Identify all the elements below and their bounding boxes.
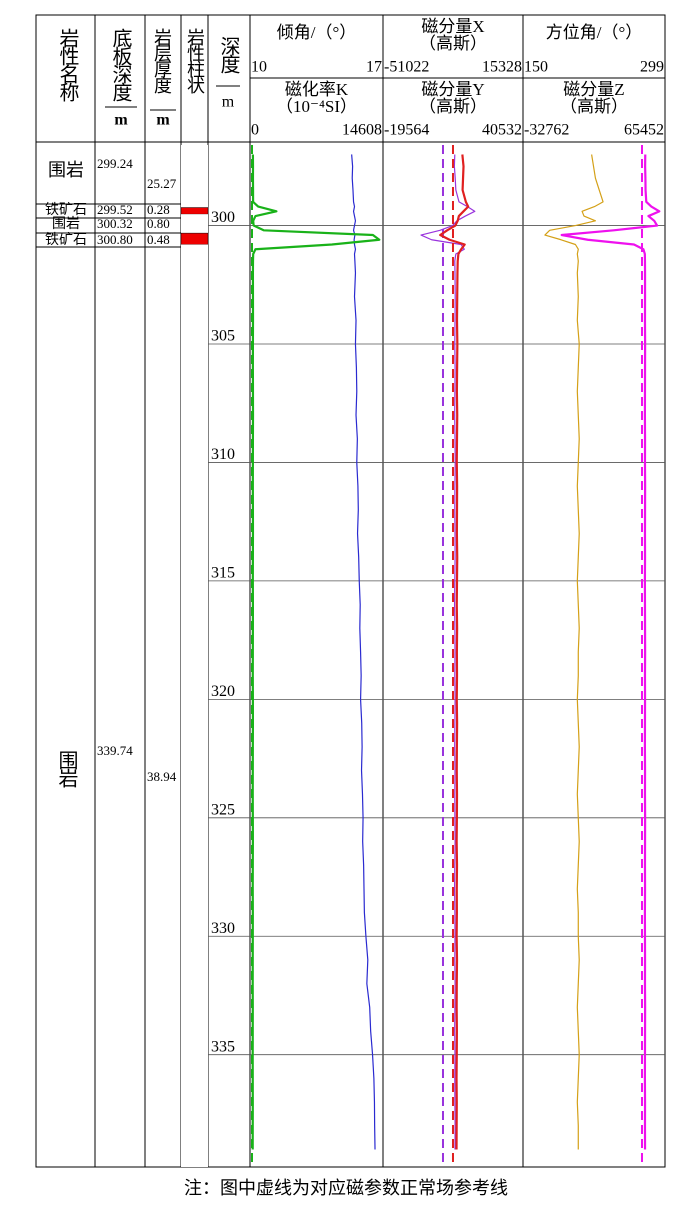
layer-bottom: 300.32 — [97, 216, 133, 231]
scale-min: 0 — [251, 122, 259, 139]
log-curve — [351, 154, 376, 1150]
log-curve — [251, 154, 381, 1150]
layer-name: 围岩 — [55, 750, 78, 788]
scale-min: -19564 — [384, 122, 429, 139]
depth-tick-label: 320 — [211, 683, 235, 700]
column-unit: m — [156, 112, 170, 129]
curve-unit: （高斯） — [419, 34, 487, 53]
log-curve — [560, 154, 661, 1150]
lithology-layer — [180, 207, 209, 215]
column-title: 岩层厚度 — [152, 28, 172, 94]
scale-max: 65452 — [624, 122, 664, 139]
scale-max: 40532 — [482, 122, 522, 139]
layer-bottom: 300.80 — [97, 232, 133, 247]
outer-frame — [35, 14, 666, 1168]
scale-max: 299 — [640, 59, 664, 76]
depth-tick-label: 335 — [211, 1038, 235, 1055]
layer-thickness: 25.27 — [147, 176, 177, 191]
depth-tick-label: 300 — [211, 209, 235, 226]
scale-min: -32762 — [524, 122, 569, 139]
depth-tick-label: 315 — [211, 565, 235, 582]
column-unit: m — [222, 94, 235, 111]
scale-max: 15328 — [482, 59, 522, 76]
depth-tick-label: 330 — [211, 920, 235, 937]
curve-name: 磁分量Z — [563, 80, 624, 99]
column-title: 岩性名称 — [56, 28, 79, 102]
lithology-layer — [181, 145, 208, 208]
column-title: 深度 — [217, 36, 240, 74]
depth-tick-label: 305 — [211, 328, 235, 345]
log-curve — [544, 154, 604, 1150]
log-curve — [420, 154, 476, 1150]
layer-thickness: 0.28 — [147, 202, 170, 217]
scale-min: -51022 — [384, 59, 429, 76]
depth-tick-label: 325 — [211, 801, 235, 818]
lithology-layer — [181, 214, 208, 234]
layer-name: 围岩 — [52, 216, 80, 232]
lithology-layer — [181, 244, 208, 1168]
layer-name: 围岩 — [48, 160, 84, 180]
curve-unit: （10⁻⁴SI） — [276, 97, 357, 116]
lithology-layer — [180, 232, 209, 245]
curve-name: 磁分量Y — [421, 80, 484, 99]
curve-name: 方位角/（°） — [546, 23, 643, 42]
layer-separators — [36, 203, 181, 248]
column-unit: m — [114, 112, 128, 129]
layer-thickness: 38.94 — [147, 769, 177, 784]
scale-max: 17 — [366, 59, 382, 76]
layer-name: 铁矿石 — [45, 202, 87, 218]
scale-max: 14608 — [342, 122, 382, 139]
layer-bottom: 339.74 — [97, 743, 133, 758]
curve-name: 倾角/（°） — [277, 23, 357, 42]
layer-thickness: 0.48 — [147, 232, 170, 247]
scale-min: 150 — [524, 59, 548, 76]
curve-name: 磁化率K — [285, 80, 349, 99]
column-title: 底板深度 — [109, 28, 132, 102]
layer-bottom: 299.24 — [97, 156, 133, 171]
curve-unit: （高斯） — [560, 97, 628, 116]
layer-thickness: 0.80 — [147, 216, 170, 231]
footnote: 注：图中虚线为对应磁参数正常场参考线 — [184, 1178, 508, 1198]
depth-tick-label: 310 — [211, 446, 235, 463]
curve-unit: （高斯） — [419, 97, 487, 116]
layer-name: 铁矿石 — [45, 232, 87, 248]
curve-name: 磁分量X — [421, 17, 484, 36]
column-title: 岩性柱状 — [185, 28, 205, 94]
layer-bottom: 299.52 — [97, 202, 133, 217]
scale-min: 10 — [251, 59, 267, 76]
header-units — [105, 85, 240, 111]
log-curve — [439, 154, 470, 1150]
